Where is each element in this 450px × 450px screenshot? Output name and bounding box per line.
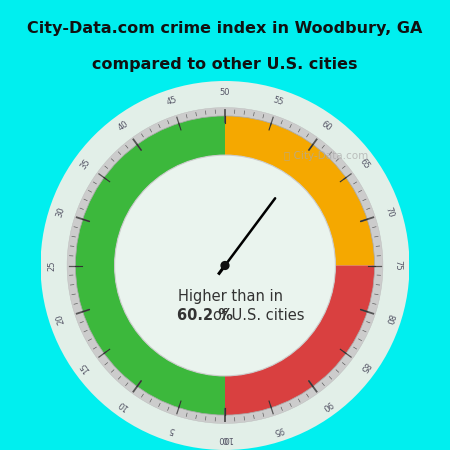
Text: 20: 20 xyxy=(55,312,67,325)
Text: 100: 100 xyxy=(217,434,233,443)
Text: City-Data.com crime index in Woodbury, GA: City-Data.com crime index in Woodbury, G… xyxy=(27,21,423,36)
Text: 85: 85 xyxy=(358,360,371,374)
Text: 70: 70 xyxy=(383,206,395,219)
Text: of U.S. cities: of U.S. cities xyxy=(213,308,304,323)
Text: ⓘ City-Data.com: ⓘ City-Data.com xyxy=(284,152,368,162)
Text: 35: 35 xyxy=(79,157,92,171)
Text: 10: 10 xyxy=(117,398,130,412)
Text: 0: 0 xyxy=(222,434,228,443)
Text: 60: 60 xyxy=(320,119,333,133)
Text: compared to other U.S. cities: compared to other U.S. cities xyxy=(92,57,358,72)
Text: Higher than in: Higher than in xyxy=(178,289,283,304)
Text: 30: 30 xyxy=(55,206,67,219)
Circle shape xyxy=(115,155,335,376)
Text: 80: 80 xyxy=(383,312,395,325)
Text: 45: 45 xyxy=(165,95,178,107)
Text: 60.2 %: 60.2 % xyxy=(177,308,234,323)
Wedge shape xyxy=(76,116,225,415)
Text: 15: 15 xyxy=(79,360,92,374)
Circle shape xyxy=(221,261,229,270)
Text: 25: 25 xyxy=(48,260,57,271)
Text: 65: 65 xyxy=(358,157,371,171)
Circle shape xyxy=(40,81,410,450)
Text: 95: 95 xyxy=(272,424,285,436)
Text: 40: 40 xyxy=(117,119,130,133)
Text: 5: 5 xyxy=(168,425,176,435)
Text: 90: 90 xyxy=(320,398,333,412)
Wedge shape xyxy=(225,266,374,415)
Wedge shape xyxy=(67,108,383,423)
Text: 50: 50 xyxy=(220,88,230,97)
Text: 75: 75 xyxy=(393,260,402,271)
Text: 55: 55 xyxy=(272,95,285,107)
Wedge shape xyxy=(225,116,374,266)
